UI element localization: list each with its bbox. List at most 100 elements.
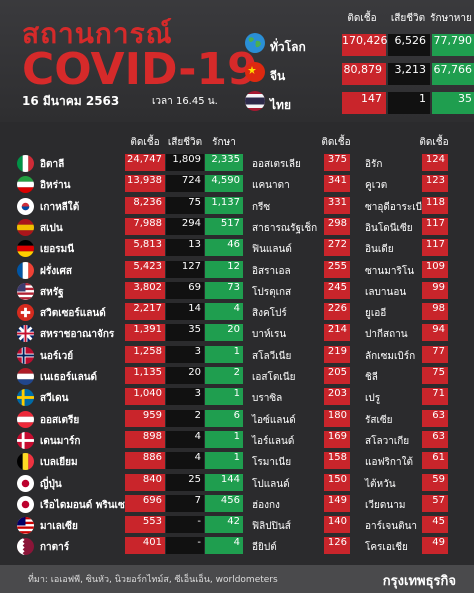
mid-country-name: อียิปต์: [252, 542, 277, 554]
table-row: เยอรมนี 5,813 13 46 ฟินแลนด์ 272 อินเดีย 117: [0, 239, 474, 258]
country-name: เนเธอร์แลนด์: [40, 372, 98, 383]
infected-cell: 898: [125, 430, 165, 448]
right-country-name: คูเวต: [365, 180, 388, 192]
summary-header-infected: ติดเชื้อ: [347, 13, 377, 24]
mid-col-header-infected: ติดเชื้อ: [321, 137, 351, 148]
right-country-name: ไต้หวัน: [365, 478, 396, 490]
country-flag-icon: [17, 389, 34, 407]
right-infected-cell: 117: [422, 239, 448, 257]
recovered-cell: 1: [205, 388, 243, 406]
table-row: ออสเตรีย 959 2 6 ไอซ์แลนด์ 180 รัสเซีย 63: [0, 409, 474, 429]
country-flag-icon: [17, 431, 34, 449]
mid-infected-cell: 255: [324, 260, 350, 278]
mid-country-name: กรีซ: [252, 201, 271, 213]
mid-country-name: สโลวีเนีย: [252, 350, 292, 362]
country-name: สวิตเซอร์แลนด์: [40, 308, 106, 320]
country-flag-icon: [17, 453, 34, 471]
mid-infected-cell: 149: [324, 494, 350, 512]
country-flag-icon: [17, 495, 34, 513]
right-infected-cell: 117: [422, 217, 448, 235]
mid-country-name: บาห์เรน: [252, 329, 287, 341]
deaths-cell: 69: [166, 281, 204, 299]
country-name: เรือไดมอนด์ พรินเซส: [40, 499, 131, 511]
infected-cell: 1,391: [125, 324, 165, 342]
country-name: อิหร่าน: [40, 180, 71, 192]
mid-infected-cell: 150: [324, 473, 350, 491]
right-country-name: เปรู: [365, 393, 381, 405]
summary-row-world: ทั่วโลก 170,426 6,526 77,790: [242, 33, 474, 56]
country-name: ญี่ปุ่น: [40, 478, 62, 490]
deaths-cell: 13: [166, 239, 204, 257]
recovered-cell: 46: [205, 239, 243, 257]
right-infected-cell: 124: [422, 154, 448, 171]
mid-country-name: ฟินแลนด์: [252, 244, 292, 256]
infected-cell: 24,747: [125, 154, 165, 171]
recovered-cell: 20: [205, 324, 243, 342]
summary-row-thailand: ไทย 147 1 35: [242, 91, 474, 114]
right-country-name: อิรัก: [365, 159, 383, 170]
right-infected-cell: 59: [422, 473, 448, 491]
header-panel: สถานการณ์ COVID-19 16 มีนาคม 2563 เวลา 1…: [0, 0, 474, 122]
deaths-cell: 2: [166, 409, 204, 427]
recovered-cell: 1,137: [205, 196, 243, 214]
mid-infected-cell: 226: [324, 303, 350, 321]
mid-country-name: ฮ่องกง: [252, 499, 280, 511]
country-flag-icon: [17, 517, 34, 535]
footer: ที่มา: เอเอฟพี, ซินหัว, นิวยอร์กไทม์ส, ซ…: [0, 565, 474, 593]
infected-cell: 3,802: [125, 281, 165, 299]
summary-china-recovered: 67,766: [432, 63, 474, 85]
right-infected-cell: 77: [422, 345, 448, 363]
table-row: สวิตเซอร์แลนด์ 2,217 14 4 สิงคโปร์ 226 ยูเออี 9…: [0, 303, 474, 322]
recovered-cell: 2,335: [205, 154, 243, 171]
table-row: สเปน 7,988 294 517 สาธารณรัฐเช็ก 298 อินโดนีเซ…: [0, 217, 474, 237]
mid-infected-cell: 375: [324, 154, 350, 171]
summary-label-thailand: ไทย: [270, 98, 291, 112]
right-infected-cell: 123: [422, 175, 448, 193]
right-infected-cell: 57: [422, 494, 448, 512]
mid-infected-cell: 214: [324, 324, 350, 342]
infected-cell: 5,423: [125, 260, 165, 278]
table-row: เนเธอร์แลนด์ 1,135 20 2 เอสโตเนีย 205 ชิลี 75: [0, 367, 474, 386]
country-name: กาตาร์: [40, 542, 70, 554]
recovered-cell: 4: [205, 537, 243, 555]
country-flag-icon: [17, 474, 34, 492]
table-row: อิหร่าน 13,938 724 4,590 แคนาดา 341 คูเวต 123: [0, 175, 474, 194]
country-flag-icon: [17, 261, 34, 279]
right-country-name: อินเดีย: [365, 244, 394, 256]
mid-country-name: บราซิล: [252, 393, 283, 405]
infected-cell: 1,040: [125, 388, 165, 406]
recovered-cell: 1: [205, 452, 243, 470]
country-flag-icon: [17, 155, 34, 172]
deaths-cell: 25: [166, 473, 204, 491]
thailand-flag-icon: [245, 91, 265, 111]
mid-infected-cell: 180: [324, 409, 350, 427]
recovered-cell: 456: [205, 494, 243, 512]
globe-icon: [245, 33, 265, 53]
table-row: นอร์เวย์ 1,258 3 1 สโลวีเนีย 219 ลักเซมเบิร์ก 7…: [0, 345, 474, 365]
infected-cell: 959: [125, 409, 165, 427]
table-row: เรือไดมอนด์ พรินเซส 696 7 456 ฮ่องกง 149 เวียด…: [0, 494, 474, 514]
infected-cell: 5,813: [125, 239, 165, 257]
right-country-name: ซานมาริโน: [365, 265, 415, 277]
right-infected-cell: 98: [422, 303, 448, 321]
country-name: เยอรมนี: [40, 244, 75, 256]
mid-infected-cell: 272: [324, 239, 350, 257]
country-flag-icon: [17, 368, 34, 385]
summary-row-china: จีน 80,879 3,213 67,766: [242, 62, 474, 85]
right-infected-cell: 75: [422, 367, 448, 384]
country-table: ติดเชื้อ เสียชีวิต รักษาหาย ติดเชื้อ ติด…: [0, 122, 474, 562]
col-header-deaths: เสียชีวิต: [167, 137, 203, 148]
table-row: สหรัฐ 3,802 69 73 โปรตุเกส 245 เลบานอน 99: [0, 281, 474, 301]
country-flag-icon: [17, 538, 34, 556]
right-infected-cell: 109: [422, 260, 448, 278]
summary-thailand-infected: 147: [342, 92, 386, 114]
right-country-name: โครเอเชีย: [365, 542, 408, 554]
right-infected-cell: 118: [422, 196, 448, 214]
right-infected-cell: 45: [422, 516, 448, 534]
deaths-cell: 7: [166, 494, 204, 512]
country-name: ออสเตรีย: [40, 414, 80, 426]
right-country-name: อาร์เจนตินา: [365, 521, 418, 533]
recovered-cell: 2: [205, 367, 243, 384]
deaths-cell: 4: [166, 452, 204, 470]
deaths-cell: -: [166, 537, 204, 555]
